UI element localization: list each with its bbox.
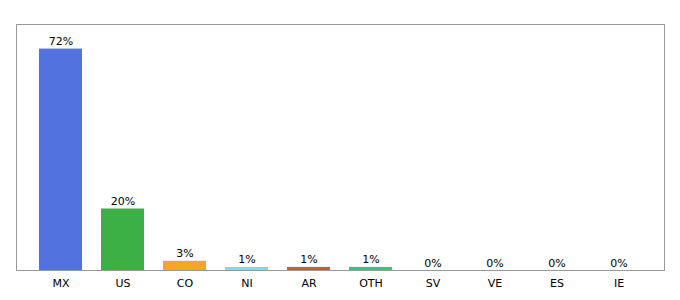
svg-text:1%: 1%	[238, 253, 255, 266]
svg-text:US: US	[115, 277, 130, 290]
svg-text:20%: 20%	[111, 195, 135, 208]
svg-text:SV: SV	[426, 277, 441, 290]
svg-text:0%: 0%	[486, 257, 503, 270]
svg-text:0%: 0%	[548, 257, 565, 270]
svg-text:1%: 1%	[362, 253, 379, 266]
svg-text:MX: MX	[52, 277, 69, 290]
svg-text:0%: 0%	[610, 257, 627, 270]
svg-text:ES: ES	[550, 277, 564, 290]
svg-text:OTH: OTH	[359, 277, 383, 290]
svg-text:1%: 1%	[300, 253, 317, 266]
svg-text:3%: 3%	[176, 247, 193, 260]
svg-text:VE: VE	[488, 277, 503, 290]
svg-text:72%: 72%	[49, 35, 73, 48]
svg-text:NI: NI	[241, 277, 252, 290]
svg-text:0%: 0%	[424, 257, 441, 270]
svg-text:IE: IE	[614, 277, 624, 290]
svg-text:CO: CO	[177, 277, 194, 290]
svg-text:AR: AR	[301, 277, 317, 290]
